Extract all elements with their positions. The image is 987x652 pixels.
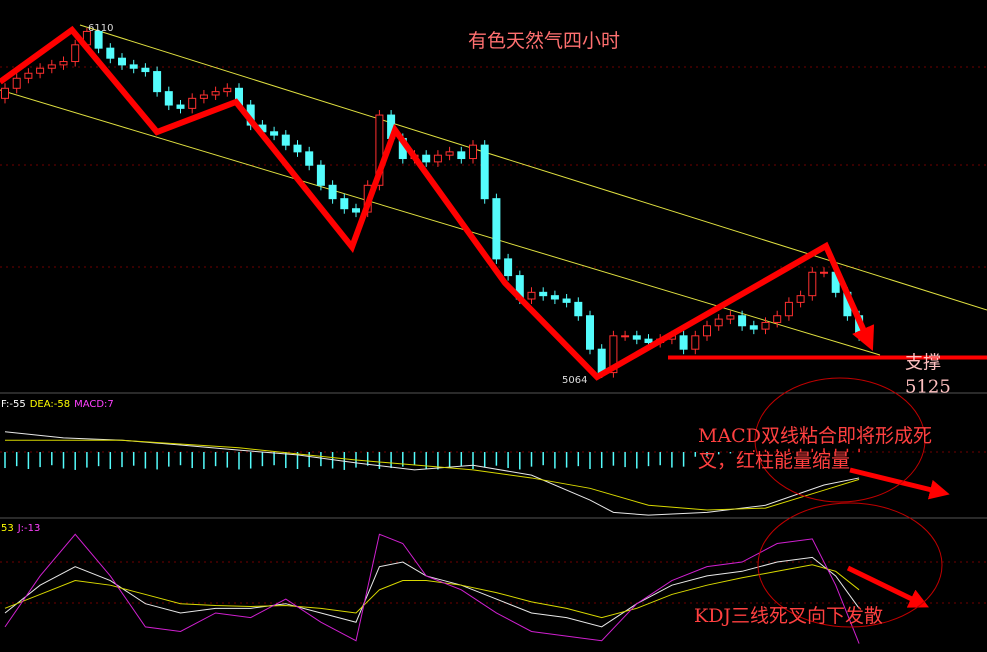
candle-body [422, 154, 431, 163]
candle-body [188, 97, 197, 109]
candle-body [691, 335, 700, 350]
candle-body [199, 94, 208, 99]
candle-body [621, 335, 630, 338]
candle-body [352, 208, 360, 213]
candle-body [714, 318, 723, 327]
candle-body [12, 77, 21, 89]
candle-body [738, 315, 747, 327]
candle-body [504, 258, 513, 277]
indicator-label: F:-55 [1, 399, 26, 410]
candle-body [492, 198, 501, 260]
candle-body [597, 348, 606, 374]
trend-arrow [846, 565, 929, 608]
indicator-label: 53 [1, 523, 14, 534]
candle-body [820, 271, 828, 274]
indicator-label: MACD:7 [74, 399, 114, 410]
candle-body [609, 335, 618, 374]
candle-body [761, 321, 770, 330]
candle-body [340, 198, 349, 210]
indicator-line [5, 439, 860, 511]
candle-body [445, 151, 454, 156]
annotation: KDJ三线死叉向下发散 [694, 605, 883, 627]
candle-body [796, 295, 805, 303]
indicator-label: DEA:-58 [30, 399, 70, 410]
grid [0, 66, 987, 604]
candle-body [539, 291, 548, 297]
candle-body [632, 335, 641, 340]
candle-body [703, 325, 711, 337]
macd-panel: F:-55 DEA:-58 MACD:7 [1, 399, 860, 516]
candle-body [71, 44, 80, 63]
candle-body [94, 30, 103, 49]
candle-body [457, 151, 466, 160]
candle-body [316, 164, 325, 186]
low-label: 5064 [562, 375, 587, 386]
high-label: 6110 [88, 23, 113, 34]
trend-arrow [0, 25, 875, 381]
candle-body [749, 325, 758, 330]
candle-body [47, 64, 56, 69]
candle-body [644, 338, 653, 343]
candle-body [1, 87, 9, 99]
support-value: 5125 [905, 377, 951, 398]
candle-body [550, 295, 559, 300]
candle-body [808, 271, 817, 297]
candle-body [141, 67, 150, 73]
candle-body [211, 91, 220, 96]
candle-body [726, 315, 735, 320]
candle-body [36, 67, 45, 74]
candles: 6110 5064 支撑 5125 [1, 23, 987, 398]
indicator-line [4, 564, 860, 619]
candle-body [433, 154, 442, 163]
candle-body [305, 151, 314, 166]
candle-body [574, 301, 583, 317]
candle-body [527, 291, 536, 300]
candle-body [118, 57, 126, 66]
candle-body [24, 72, 33, 79]
candle-body [586, 315, 594, 350]
highlight-circle [757, 502, 943, 628]
channel-line [0, 89, 881, 356]
annotation: 叉，红柱能量缩量 [698, 450, 850, 472]
candle-body [281, 134, 290, 146]
candle-body [469, 144, 477, 160]
trend-arrow [849, 467, 950, 500]
candle-body [773, 315, 782, 323]
kdj-panel: 53 J:-13 [1, 523, 860, 644]
candle-body [223, 87, 232, 93]
indicator-line [4, 431, 860, 516]
candle-body [59, 61, 68, 66]
candle-body [293, 144, 302, 153]
candle-body [153, 71, 162, 93]
highlight-circle [754, 377, 926, 503]
chart-title: 有色天然气四小时 [468, 30, 620, 52]
candle-body [164, 91, 173, 106]
candle-body [328, 184, 337, 200]
candle-body [270, 131, 279, 136]
annotation: MACD双线粘合即将形成死 [698, 425, 932, 447]
candle-body [679, 335, 688, 350]
candle-body [375, 114, 384, 186]
candle-body [784, 301, 793, 317]
indicator-label: J:-13 [17, 523, 41, 534]
candle-body [562, 298, 571, 303]
candle-body [106, 47, 115, 59]
candle-body [129, 64, 138, 69]
indicator-line [4, 533, 860, 644]
candle-body [480, 144, 489, 200]
support-label: 支撑 [905, 353, 941, 374]
candle-body [176, 104, 185, 109]
